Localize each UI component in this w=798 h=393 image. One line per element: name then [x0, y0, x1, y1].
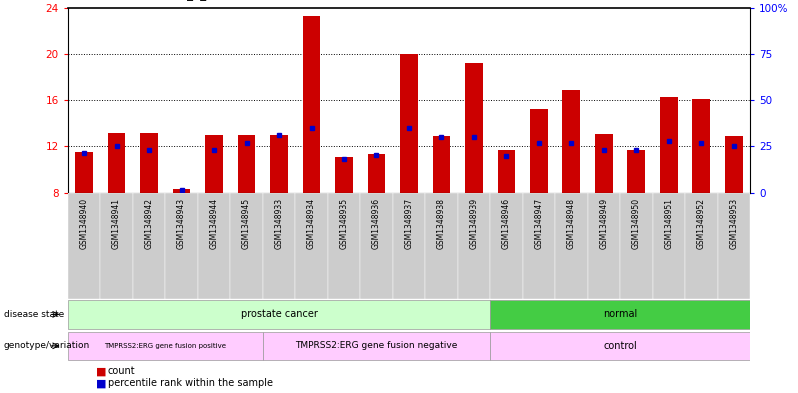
Bar: [198, 193, 231, 299]
Bar: [172, 189, 191, 193]
Bar: [425, 193, 458, 299]
Text: GSM1348952: GSM1348952: [697, 198, 706, 249]
Text: genotype/variation: genotype/variation: [4, 342, 90, 350]
Text: GSM1348934: GSM1348934: [307, 198, 316, 249]
Bar: [660, 97, 678, 193]
Text: GSM1348948: GSM1348948: [567, 198, 576, 249]
Bar: [393, 193, 425, 299]
Bar: [653, 193, 685, 299]
Bar: [717, 193, 750, 299]
Bar: [400, 54, 418, 193]
Bar: [68, 193, 101, 299]
Bar: [620, 193, 653, 299]
Bar: [205, 135, 223, 193]
Text: GSM1348941: GSM1348941: [112, 198, 121, 249]
Text: GSM1348937: GSM1348937: [405, 198, 413, 249]
Bar: [335, 157, 353, 193]
Bar: [302, 16, 321, 193]
Text: GSM1348947: GSM1348947: [535, 198, 543, 249]
Text: GSM1348938: GSM1348938: [437, 198, 446, 249]
Bar: [685, 193, 717, 299]
Bar: [263, 332, 490, 360]
Bar: [368, 154, 385, 193]
Bar: [231, 193, 263, 299]
Bar: [725, 136, 743, 193]
Text: GSM1348950: GSM1348950: [632, 198, 641, 249]
Bar: [497, 150, 516, 193]
Bar: [270, 135, 288, 193]
Bar: [530, 110, 548, 193]
Bar: [165, 193, 198, 299]
Bar: [490, 332, 750, 360]
Bar: [108, 132, 125, 193]
Text: GSM1348945: GSM1348945: [242, 198, 251, 249]
Text: GSM1348949: GSM1348949: [599, 198, 608, 249]
Bar: [101, 193, 132, 299]
Bar: [263, 193, 295, 299]
Text: GSM1348943: GSM1348943: [177, 198, 186, 249]
Bar: [555, 193, 587, 299]
Bar: [295, 193, 328, 299]
Bar: [140, 132, 158, 193]
Bar: [360, 193, 393, 299]
Bar: [627, 150, 646, 193]
Text: GSM1348946: GSM1348946: [502, 198, 511, 249]
Bar: [490, 300, 750, 329]
Text: TMPRSS2:ERG gene fusion positive: TMPRSS2:ERG gene fusion positive: [105, 343, 227, 349]
Text: GSM1348936: GSM1348936: [372, 198, 381, 249]
Text: GSM1348939: GSM1348939: [469, 198, 479, 249]
Bar: [328, 193, 360, 299]
Bar: [68, 300, 490, 329]
Bar: [587, 193, 620, 299]
Bar: [68, 332, 263, 360]
Bar: [490, 193, 523, 299]
Text: GSM1348942: GSM1348942: [144, 198, 153, 249]
Bar: [465, 63, 483, 193]
Bar: [238, 135, 255, 193]
Text: disease state: disease state: [4, 310, 65, 319]
Text: normal: normal: [603, 309, 638, 320]
Text: GSM1348951: GSM1348951: [665, 198, 674, 249]
Text: prostate cancer: prostate cancer: [240, 309, 318, 320]
Text: GSM1348935: GSM1348935: [339, 198, 349, 249]
Bar: [132, 193, 165, 299]
Text: ■: ■: [96, 366, 106, 376]
Text: percentile rank within the sample: percentile rank within the sample: [108, 378, 273, 388]
Bar: [693, 99, 710, 193]
Text: TMPRSS2:ERG gene fusion negative: TMPRSS2:ERG gene fusion negative: [295, 342, 458, 350]
Text: GSM1348933: GSM1348933: [275, 198, 283, 249]
Text: count: count: [108, 366, 136, 376]
Text: GSM1348944: GSM1348944: [210, 198, 219, 249]
Text: control: control: [603, 341, 637, 351]
Text: GSM1348953: GSM1348953: [729, 198, 738, 249]
Text: GSM1348940: GSM1348940: [80, 198, 89, 249]
Bar: [458, 193, 490, 299]
Bar: [523, 193, 555, 299]
Bar: [563, 90, 580, 193]
Text: ■: ■: [96, 378, 106, 388]
Bar: [75, 152, 93, 193]
Bar: [433, 136, 450, 193]
Bar: [595, 134, 613, 193]
